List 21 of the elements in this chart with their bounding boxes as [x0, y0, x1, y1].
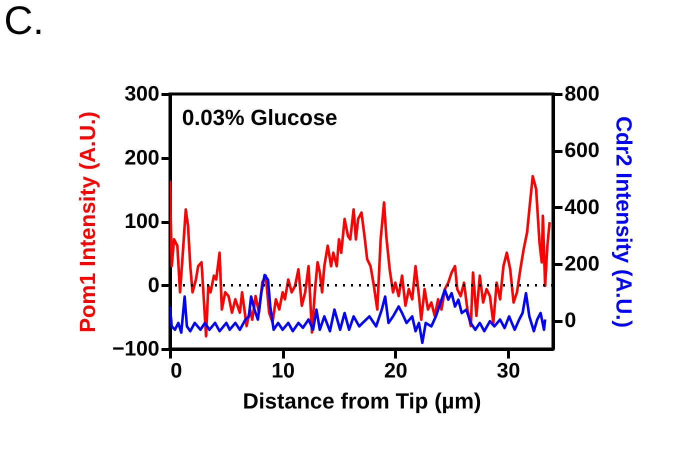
y-tick-label: 300	[124, 82, 160, 106]
line-series	[170, 174, 551, 338]
y2-tick-label: 400	[564, 196, 600, 219]
line-series	[170, 274, 546, 344]
y-tick-label: 100	[124, 210, 160, 233]
annotation: 0.03% Glucose	[182, 105, 338, 130]
y-axis-title: Pom1 Intensity (A.U.)	[75, 111, 100, 333]
y2-tick-label: 600	[564, 139, 600, 162]
x-tick-label: 0	[170, 360, 182, 382]
y2-tick-label: 800	[564, 82, 600, 106]
x-axis-title: Distance from Tip (µm)	[242, 388, 482, 414]
x-tick-label: 20	[384, 360, 408, 382]
y-tick-label: 200	[124, 146, 160, 170]
x-tick-label: 30	[496, 360, 520, 382]
chart-title: C.	[4, 0, 44, 43]
y2-axis-title: Cdr2 Intensity (A.U.)	[612, 116, 637, 328]
y2-tick-label: 0	[564, 309, 576, 332]
y-tick-label: 0	[148, 274, 160, 297]
x-tick-label: 10	[271, 360, 295, 382]
y-tick-label: −100	[112, 338, 160, 360]
y2-tick-label: 200	[564, 252, 600, 276]
